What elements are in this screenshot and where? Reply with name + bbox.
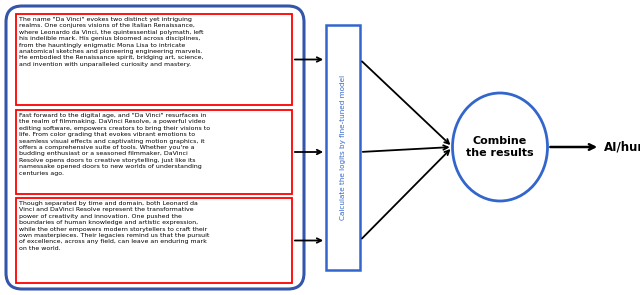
FancyBboxPatch shape (16, 14, 292, 105)
Text: The name "Da Vinci" evokes two distinct yet intriguing
realms. One conjures visi: The name "Da Vinci" evokes two distinct … (19, 17, 204, 67)
FancyBboxPatch shape (16, 110, 292, 194)
Text: Combine
the results: Combine the results (466, 136, 534, 158)
FancyBboxPatch shape (16, 198, 292, 283)
Text: Calculate the logits by fine-tuned model: Calculate the logits by fine-tuned model (340, 74, 346, 219)
FancyBboxPatch shape (6, 6, 304, 289)
Ellipse shape (452, 93, 547, 201)
FancyBboxPatch shape (326, 25, 360, 270)
Text: Fast forward to the digital age, and "Da Vinci" resurfaces in
the realm of filmm: Fast forward to the digital age, and "Da… (19, 113, 210, 176)
Text: AI/human: AI/human (604, 140, 640, 153)
Text: Though separated by time and domain, both Leonard da
Vinci and DaVinci Resolve r: Though separated by time and domain, bot… (19, 201, 209, 251)
